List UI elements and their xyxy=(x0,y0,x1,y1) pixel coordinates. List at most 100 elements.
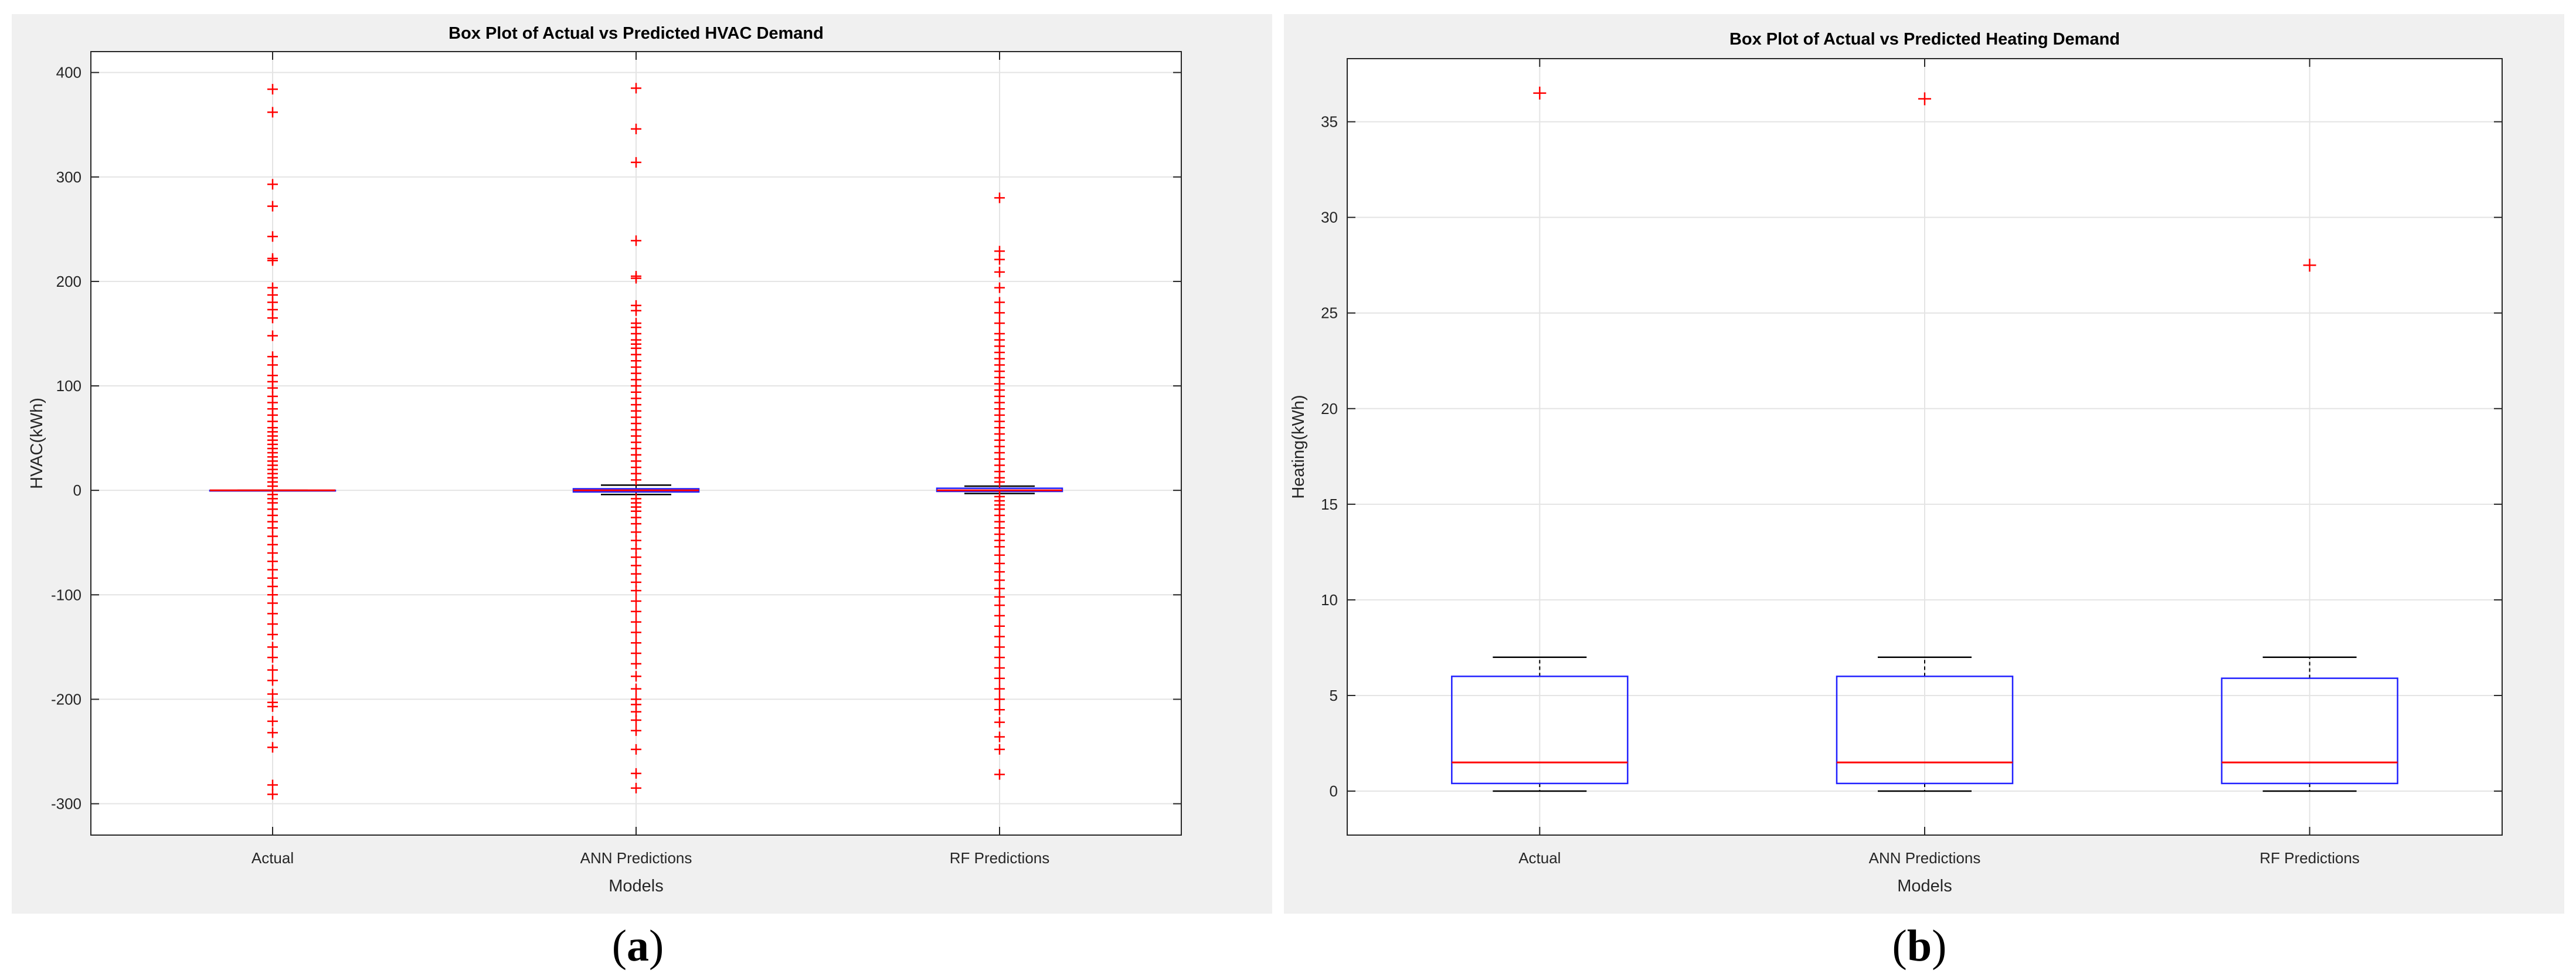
outlier-marker xyxy=(631,123,641,134)
x-tick-label: ANN Predictions xyxy=(1869,849,1981,867)
y-tick-label: -300 xyxy=(51,795,81,813)
outlier-marker xyxy=(994,266,1005,277)
y-tick-label: 200 xyxy=(56,273,81,290)
outlier-marker xyxy=(631,658,641,669)
outlier-marker xyxy=(994,600,1005,611)
outlier-marker xyxy=(994,631,1005,642)
outlier-marker xyxy=(631,235,641,246)
outlier-marker xyxy=(267,701,278,712)
outlier-marker xyxy=(631,683,641,694)
outlier-marker xyxy=(267,201,278,212)
outlier-marker xyxy=(994,662,1005,673)
outlier-marker xyxy=(631,157,641,168)
box-3 xyxy=(936,192,1063,780)
outlier-marker xyxy=(994,318,1005,329)
caption-a: (a) xyxy=(611,921,664,971)
outlier-marker xyxy=(267,742,278,753)
y-tick-label: 0 xyxy=(73,481,81,499)
caption-b: (b) xyxy=(1892,921,1947,971)
outlier-marker xyxy=(631,627,641,638)
box-1 xyxy=(1451,86,1629,792)
y-tick-label: 400 xyxy=(56,64,81,82)
outlier-marker xyxy=(267,313,278,324)
y-axis-label: Heating(kWh) xyxy=(1289,395,1308,498)
caption-b-letter: b xyxy=(1906,921,1932,971)
outlier-marker xyxy=(267,642,278,653)
outlier-marker xyxy=(1533,86,1547,100)
outlier-marker xyxy=(267,652,278,663)
chart-title: Box Plot of Actual vs Predicted Heating … xyxy=(1729,30,2120,49)
outlier-marker xyxy=(994,297,1005,308)
outlier-marker xyxy=(267,359,278,371)
y-tick-label: 15 xyxy=(1321,496,1338,513)
outlier-marker xyxy=(631,474,641,486)
outlier-marker xyxy=(267,330,278,341)
outlier-marker xyxy=(994,282,1005,293)
x-tick-label: RF Predictions xyxy=(2259,849,2360,867)
chart-title: Box Plot of Actual vs Predicted HVAC Dem… xyxy=(448,24,824,43)
outlier-marker xyxy=(631,782,641,793)
outlier-marker xyxy=(267,789,278,800)
box-3 xyxy=(2221,259,2398,792)
y-tick-label: -100 xyxy=(51,586,81,603)
y-tick-label: 100 xyxy=(56,377,81,395)
outlier-marker xyxy=(267,255,278,266)
heating-box-plot: 0 5 10 15 20 25 30 35 Actual ANN Predictions RF Pr… xyxy=(1289,30,2503,895)
outlier-marker xyxy=(994,769,1005,780)
outlier-marker xyxy=(994,683,1005,694)
outlier-marker xyxy=(631,273,641,284)
chart-panel-hvac: -300 -200 -100 0 100 200 300 400 Actual ANN Predi… xyxy=(12,14,1272,914)
outlier-marker xyxy=(994,254,1005,265)
outlier-marker xyxy=(267,598,278,609)
caption-a-letter: a xyxy=(627,921,649,971)
outlier-marker xyxy=(994,704,1005,715)
outlier-marker xyxy=(994,652,1005,663)
x-axis-label: Models xyxy=(609,877,664,895)
outlier-marker xyxy=(631,305,641,316)
outlier-marker xyxy=(994,673,1005,684)
outlier-marker xyxy=(994,744,1005,755)
outlier-marker xyxy=(267,619,278,630)
hvac-box-plot: -300 -200 -100 0 100 200 300 400 Actual ANN Predi… xyxy=(28,24,1182,895)
box-2 xyxy=(1836,92,2014,792)
outlier-marker xyxy=(631,648,641,659)
outlier-marker xyxy=(267,727,278,738)
outlier-marker xyxy=(994,620,1005,632)
outlier-marker xyxy=(267,84,278,95)
outlier-marker xyxy=(267,179,278,190)
y-tick-label: 5 xyxy=(1330,687,1338,704)
iqr-box xyxy=(1836,676,2014,785)
y-tick-label: 10 xyxy=(1321,591,1338,609)
outlier-marker xyxy=(994,476,1005,487)
outlier-marker xyxy=(631,744,641,755)
outlier-marker xyxy=(267,608,278,619)
outlier-marker xyxy=(267,231,278,242)
x-tick-label: Actual xyxy=(252,849,294,867)
y-tick-label: 20 xyxy=(1321,400,1338,418)
y-tick-label: 25 xyxy=(1321,304,1338,322)
outlier-marker xyxy=(631,585,641,596)
outlier-marker xyxy=(267,664,278,676)
outlier-marker xyxy=(631,725,641,736)
outlier-marker xyxy=(631,606,641,617)
y-axis-label: HVAC(kWh) xyxy=(28,398,46,489)
outlier-marker xyxy=(994,694,1005,705)
outlier-marker xyxy=(631,637,641,649)
outlier-marker xyxy=(267,629,278,640)
x-tick-label: Actual xyxy=(1518,849,1561,867)
x-axis-label: Models xyxy=(1897,877,1952,895)
x-tick-label: RF Predictions xyxy=(950,849,1050,867)
outlier-marker xyxy=(994,307,1005,318)
outlier-marker xyxy=(267,107,278,118)
outlier-marker xyxy=(994,642,1005,653)
outlier-marker xyxy=(267,715,278,727)
iqr-box xyxy=(2221,677,2398,785)
box-1 xyxy=(209,84,337,800)
y-tick-label: -200 xyxy=(51,690,81,708)
outlier-marker xyxy=(2303,259,2316,272)
iqr-box xyxy=(1451,676,1629,785)
outlier-marker xyxy=(994,717,1005,728)
outlier-marker xyxy=(994,192,1005,203)
outlier-marker xyxy=(631,616,641,627)
outlier-marker xyxy=(1918,92,1931,106)
